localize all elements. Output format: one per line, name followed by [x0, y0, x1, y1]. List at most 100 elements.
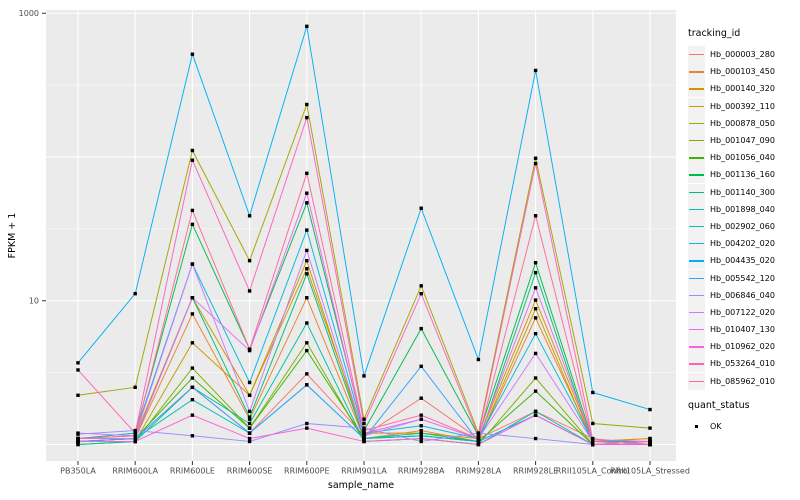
legend-item-label: Hb_007122_020 — [710, 307, 775, 317]
legend-item-Hb_007122_020: Hb_007122_020 — [688, 303, 798, 321]
quant-status-legend-title: quant_status — [688, 399, 750, 411]
x-tick-label: RRIM600PE — [284, 467, 330, 476]
legend-item-Hb_004202_020: Hb_004202_020 — [688, 235, 798, 253]
legend-key-swatch — [688, 269, 705, 287]
data-point — [362, 374, 366, 378]
data-point — [591, 390, 595, 395]
tracking-id-legend-title: tracking_id — [688, 28, 741, 39]
data-point — [305, 267, 309, 271]
quant-ok-key — [688, 418, 705, 435]
legend-color-line — [689, 294, 704, 297]
legend-item-label: Hb_001140_300 — [710, 187, 775, 197]
legend-item-Hb_053264_010: Hb_053264_010 — [688, 355, 798, 373]
legend-item-Hb_010407_130: Hb_010407_130 — [688, 321, 798, 339]
data-point — [190, 376, 195, 380]
legend-key-swatch — [688, 63, 705, 81]
data-point — [533, 331, 538, 336]
legend-color-line — [689, 260, 704, 262]
data-point — [305, 248, 309, 253]
data-point — [190, 52, 195, 56]
legend-item-label: Hb_001056_040 — [710, 153, 775, 163]
data-point — [362, 426, 366, 430]
data-point — [362, 417, 366, 421]
legend-key-swatch — [688, 235, 705, 253]
data-point — [190, 222, 195, 227]
data-point — [190, 208, 195, 213]
legend-color-line — [689, 243, 704, 245]
data-point — [533, 214, 538, 218]
legend-color-line — [689, 54, 704, 56]
data-point — [533, 270, 538, 275]
x-tick-label: RRIM600SE — [227, 467, 273, 476]
data-point — [591, 442, 595, 447]
legend-color-line — [689, 225, 704, 228]
legend-key-swatch — [688, 46, 705, 64]
data-point — [76, 442, 80, 447]
legend-key-swatch — [688, 114, 705, 132]
x-tick-label: RRII105LA_Stressed — [610, 467, 690, 476]
x-tick-label: RRIM928BA — [398, 467, 445, 476]
data-point — [305, 201, 309, 205]
legend-item-label: Hb_000103_450 — [710, 67, 775, 77]
data-point — [419, 206, 423, 210]
data-point — [533, 409, 538, 414]
legend-item-label: Hb_053264_010 — [710, 359, 775, 369]
data-point — [533, 161, 538, 166]
legend-item-quant-ok: OK — [688, 418, 798, 435]
data-point — [190, 366, 195, 370]
data-point — [305, 191, 309, 195]
legend-key-swatch — [688, 321, 705, 339]
data-point — [648, 436, 652, 441]
data-point — [419, 431, 423, 435]
legend-item-label: Hb_006846_040 — [710, 290, 775, 300]
data-point — [190, 158, 195, 162]
data-point — [190, 341, 195, 345]
data-point — [190, 385, 195, 389]
legend-key-swatch — [688, 97, 705, 115]
data-point — [476, 434, 481, 438]
data-point — [247, 436, 252, 441]
legend-color-line — [689, 363, 704, 365]
data-point — [76, 431, 80, 435]
legend-color-line — [689, 380, 704, 382]
legend-item-Hb_001047_090: Hb_001047_090 — [688, 132, 798, 150]
x-tick-label: RRIM928LA — [456, 467, 502, 476]
data-point — [305, 372, 309, 376]
data-point — [190, 397, 195, 402]
legend-item-label: Hb_000392_110 — [710, 101, 775, 111]
legend-color-line — [689, 71, 704, 73]
data-point — [305, 102, 309, 107]
data-point — [648, 407, 652, 412]
legend-item-label: Hb_001898_040 — [710, 204, 775, 214]
data-point — [533, 389, 538, 393]
data-point — [533, 316, 538, 320]
y-tick-label: 10 — [29, 297, 39, 306]
data-point — [419, 284, 423, 288]
data-point — [648, 442, 652, 447]
data-point — [419, 439, 423, 444]
legend-item-label: Hb_002902_060 — [710, 221, 775, 231]
legend-item-Hb_000392_110: Hb_000392_110 — [688, 97, 798, 115]
data-point — [247, 258, 252, 263]
data-point — [247, 439, 252, 444]
data-point — [362, 434, 366, 438]
data-point — [476, 357, 481, 362]
y-axis-title: FPKM + 1 — [7, 213, 18, 259]
legend: tracking_id Hb_000003_280 Hb_000103_450 Hb… — [688, 28, 798, 435]
data-point — [190, 434, 195, 438]
data-point — [247, 415, 252, 419]
data-point — [305, 426, 309, 430]
legend-item-Hb_001056_040: Hb_001056_040 — [688, 149, 798, 167]
data-point — [190, 148, 195, 153]
data-point — [533, 413, 538, 417]
data-point — [419, 436, 423, 441]
data-point — [76, 361, 80, 365]
legend-item-label: Hb_001136_160 — [710, 170, 775, 180]
data-point — [247, 347, 252, 351]
legend-item-label: Hb_000140_320 — [710, 84, 775, 94]
legend-key-swatch — [688, 217, 705, 235]
data-point — [133, 436, 137, 441]
x-tick-label: PB350LA — [60, 467, 96, 476]
